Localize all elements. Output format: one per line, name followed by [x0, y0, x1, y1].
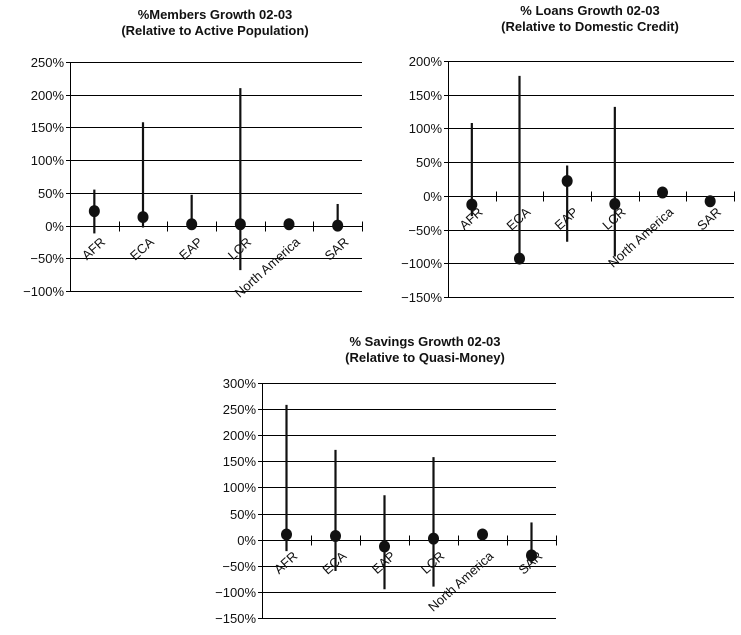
category-label: LCR [418, 548, 447, 577]
category-label: EAP [552, 204, 581, 233]
data-point [330, 530, 341, 543]
data-point [281, 528, 292, 541]
data-point [88, 205, 100, 218]
data-point [283, 218, 295, 231]
y-tick-label: 200% [409, 54, 443, 69]
chart-loans-growth: % Loans Growth 02-03 (Relative to Domest… [370, 0, 741, 310]
y-tick-label: 150% [31, 120, 65, 135]
chart-plot: −150% −100% −50% 0% 50% 100% 150% 200% 250% 300% A… [215, 376, 558, 626]
y-tick-label: −150% [401, 290, 442, 305]
y-tick-label: −100% [215, 585, 256, 600]
y-tick-label: 50% [416, 155, 442, 170]
y-tick-label: 100% [31, 153, 65, 168]
y-tick-label: 150% [223, 454, 257, 469]
y-tick-label: 250% [223, 402, 257, 417]
category-label: AFR [456, 204, 485, 233]
data-point [526, 549, 537, 562]
chart-title-line1: %Members Growth 02-03 [137, 7, 293, 22]
y-tick-label: 50% [38, 186, 64, 201]
chart-title: % Savings Growth 02-03 (Relative to Quas… [260, 334, 590, 366]
data-point [137, 211, 149, 224]
data-point [561, 175, 573, 188]
chart-subtitle: (Relative to Active Population) [121, 23, 309, 38]
category-label: SAR [515, 548, 545, 577]
chart-title: %Members Growth 02-03 (Relative to Activ… [60, 7, 370, 39]
chart-savings-growth: % Savings Growth 02-03 (Relative to Quas… [170, 315, 590, 635]
y-tick-label: −50% [408, 223, 442, 238]
y-tick-label: 100% [409, 121, 443, 136]
data-point [466, 198, 478, 211]
data-point [186, 218, 198, 231]
y-tick-label: −50% [30, 251, 64, 266]
y-tick-label: −150% [215, 611, 256, 626]
y-tick-label: 0% [237, 533, 256, 548]
chart-plot: −100%−50%0%50%100%150%200%250%AFR ECA EAP L… [23, 55, 364, 301]
y-tick-label: 200% [223, 428, 257, 443]
y-tick-label: 150% [409, 88, 443, 103]
data-point [704, 195, 716, 208]
data-point [477, 528, 488, 541]
y-tick-label: −100% [23, 284, 64, 299]
chart-plot: −150%−100%−50%0%50%100%150%200%AFR ECA EAP… [401, 54, 736, 305]
data-point [332, 219, 344, 232]
chart-title-line1: % Loans Growth 02-03 [520, 3, 660, 18]
data-point [234, 218, 246, 231]
chart-title: % Loans Growth 02-03 (Relative to Domest… [440, 3, 740, 35]
y-tick-label: 100% [223, 480, 257, 495]
chart-members-growth: %Members Growth 02-03 (Relative to Activ… [0, 0, 370, 301]
data-point [657, 186, 668, 199]
chart-subtitle: (Relative to Domestic Credit) [501, 19, 679, 34]
data-point [428, 532, 439, 545]
category-label: EAP [369, 548, 398, 577]
chart-title-line1: % Savings Growth 02-03 [349, 334, 501, 349]
y-tick-label: 300% [223, 376, 257, 391]
y-tick-label: 0% [45, 219, 64, 234]
y-tick-label: 50% [230, 507, 256, 522]
y-tick-label: 200% [31, 88, 65, 103]
category-label: LCR [599, 204, 628, 233]
category-label: AFR [271, 548, 300, 577]
y-tick-label: 0% [423, 189, 442, 204]
y-tick-label: −50% [222, 559, 256, 574]
data-point [514, 252, 525, 265]
chart-subtitle: (Relative to Quasi-Money) [345, 350, 505, 365]
data-point [609, 197, 621, 210]
category-label: SAR [694, 204, 724, 233]
y-tick-label: −100% [401, 256, 442, 271]
category-label: ECA [319, 548, 349, 577]
y-tick-label: 250% [31, 55, 65, 70]
data-point [379, 540, 390, 553]
